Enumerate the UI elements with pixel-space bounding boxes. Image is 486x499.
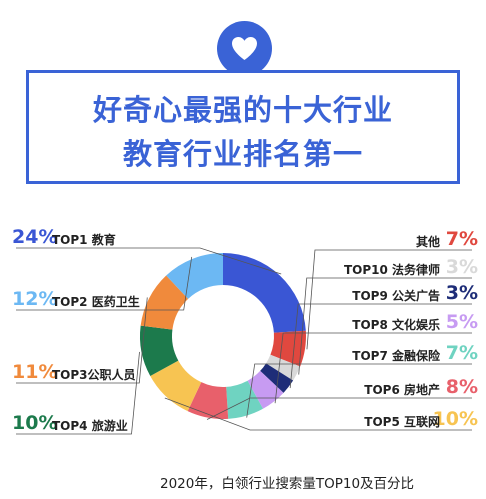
slice-label-3: TOP10 法务律师 (343, 263, 440, 277)
slice-8 (150, 360, 202, 412)
slice-9 (140, 325, 179, 376)
title-line-2: 教育行业排名第一 (122, 137, 363, 171)
title-line-1: 好奇心最强的十大行业 (92, 93, 393, 127)
leader-line-1 (16, 247, 282, 275)
slice-percent-6: 7% (445, 342, 478, 364)
slice-label-8: TOP5 互联网 (364, 415, 440, 429)
slice-percent-1: 24% (12, 226, 58, 248)
leader-line-11 (16, 256, 193, 311)
leader-line-4 (289, 303, 472, 389)
slice-1 (223, 253, 306, 333)
slice-label-6: TOP7 金融保险 (352, 349, 440, 363)
slice-label-5: TOP8 文化娱乐 (352, 318, 440, 332)
slice-label-2: 其他 (415, 235, 440, 249)
slice-label-10: TOP3公职人员 (52, 368, 136, 382)
leader-line-6 (246, 363, 472, 418)
slice-percent-3: 3% (445, 256, 478, 278)
slice-6 (226, 380, 263, 419)
slice-percent-2: 7% (445, 228, 478, 250)
slice-percent-5: 5% (445, 311, 478, 333)
leader-line-9 (16, 351, 140, 435)
slice-label-4: TOP9 公关广告 (352, 289, 440, 303)
slice-label-7: TOP6 房地产 (364, 383, 440, 397)
slice-4 (260, 363, 294, 393)
slice-5 (247, 370, 284, 409)
slice-10 (140, 275, 189, 330)
slice-percent-7: 8% (445, 376, 478, 398)
slice-percent-9: 10% (12, 412, 58, 434)
slice-label-1: TOP1 教育 (52, 233, 116, 247)
slice-11 (166, 253, 223, 299)
slice-label-11: TOP2 医药卫生 (52, 295, 140, 309)
slice-percent-11: 12% (12, 288, 58, 310)
slice-percent-8: 10% (432, 408, 478, 430)
chart-caption: 2020年，白领行业搜索量TOP10及百分比 (160, 476, 415, 492)
slice-percent-4: 3% (445, 282, 478, 304)
leader-line-7 (206, 397, 472, 420)
heart-badge (217, 21, 272, 76)
leader-line-10 (16, 297, 148, 384)
slice-2 (270, 330, 306, 367)
title-box: 好奇心最强的十大行业 教育行业排名第一 (26, 70, 460, 184)
slice-percent-10: 11% (12, 361, 58, 383)
leader-line-5 (274, 332, 472, 404)
slice-7 (187, 382, 229, 419)
heart-icon (232, 37, 257, 60)
slice-label-9: TOP4 旅游业 (52, 419, 128, 433)
leader-line-8 (164, 397, 472, 431)
leader-line-3 (298, 277, 472, 375)
leader-line-2 (306, 249, 472, 350)
